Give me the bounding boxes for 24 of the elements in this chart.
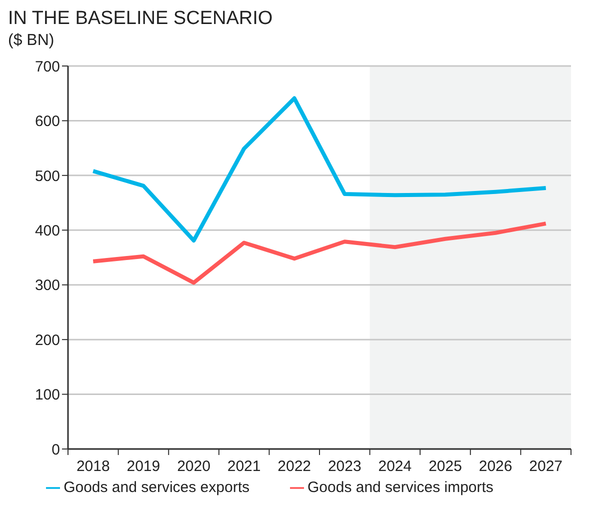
line-series: [91, 96, 548, 243]
x-tick-label: 2021: [227, 458, 261, 475]
x-tick-label: 2027: [529, 458, 563, 475]
y-tick-label: 100: [34, 386, 60, 404]
x-tick-label: 2018: [76, 458, 110, 475]
x-tick-label: 2020: [177, 458, 210, 475]
x-tick-label: 2024: [378, 458, 412, 475]
line-series: [91, 222, 548, 285]
chart-title: IN THE BASELINE SCENARIO: [8, 8, 274, 30]
x-tick-label: 2026: [478, 458, 512, 475]
y-tick-label: 700: [34, 58, 60, 76]
y-tick-label: 500: [34, 168, 60, 185]
x-tick-label: 2025: [428, 458, 462, 475]
chart-subtitle: ($ BN): [8, 31, 56, 51]
legend-label: Goods and services imports: [308, 479, 494, 496]
x-tick-label: 2019: [126, 458, 160, 475]
legend-label: Goods and services exports: [64, 479, 250, 496]
y-tick-label: 0: [52, 441, 60, 458]
y-tick-label: 200: [34, 332, 60, 349]
y-tick-label: 400: [34, 222, 60, 240]
x-tick-label: 2022: [278, 458, 312, 475]
y-tick-label: 300: [34, 277, 60, 294]
y-tick-label: 600: [34, 113, 60, 130]
x-tick-label: 2023: [328, 458, 362, 475]
